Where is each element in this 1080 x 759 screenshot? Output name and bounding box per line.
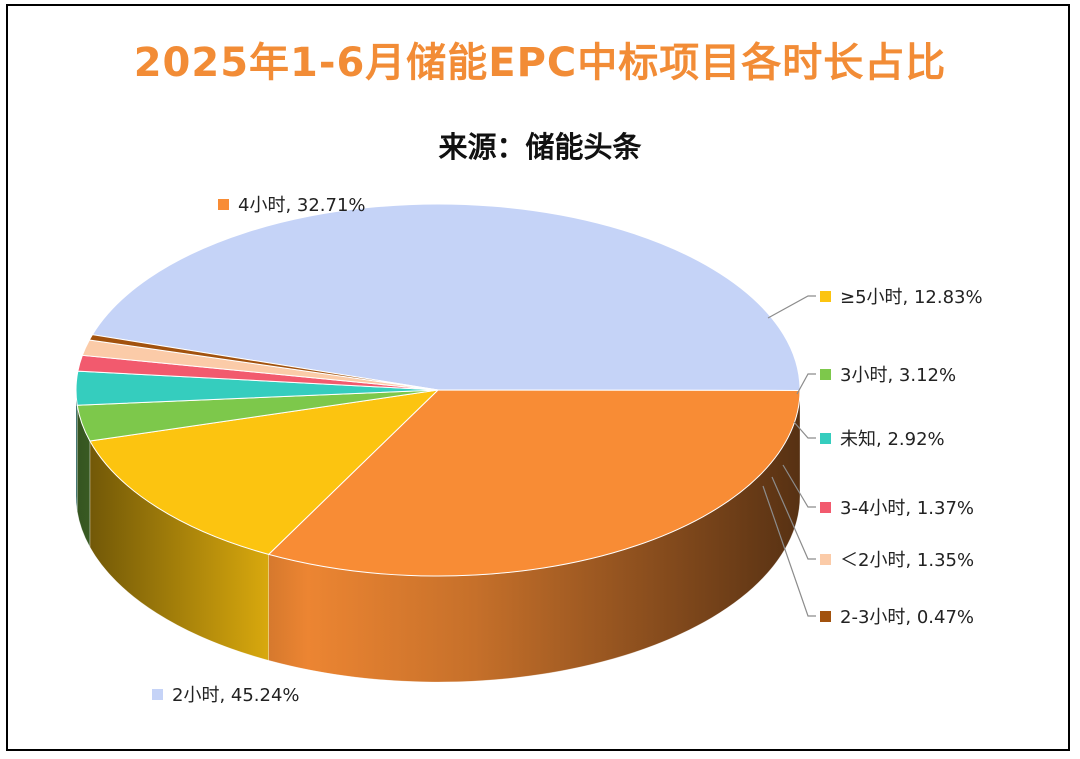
data-label-2: 2小时, 45.24% — [172, 685, 300, 706]
legend-key-2 — [820, 554, 831, 565]
leader-line-3 — [796, 373, 816, 395]
legend-key-3 — [820, 369, 831, 380]
leader-line-2-3 — [762, 485, 816, 617]
legend-key-5 — [820, 291, 831, 302]
pie-slice-2-3 — [88, 334, 439, 391]
data-label-3-4: 3-4小时, 1.37% — [840, 498, 974, 519]
legend-key-2 — [152, 689, 163, 700]
chart-title: 2025年1-6月储能EPC中标项目各时长占比 — [133, 40, 947, 86]
leader-line-3-4 — [782, 464, 816, 508]
data-label-3: 3小时, 3.12% — [840, 365, 956, 386]
pie-slice-4 — [267, 389, 801, 577]
chart-subtitle: 来源：储能头条 — [438, 130, 642, 164]
pie-side-x — [75, 389, 78, 512]
legend-key-3-4 — [820, 502, 831, 513]
data-label-2-3: 2-3小时, 0.47% — [840, 607, 974, 628]
legend-key-4 — [218, 199, 229, 210]
legend-key-2-3 — [820, 611, 831, 622]
pie-slice-2 — [91, 203, 801, 391]
pie-slice-5 — [89, 389, 440, 555]
legend-key-x — [820, 433, 831, 444]
leader-line-2 — [771, 476, 816, 560]
data-label-x: 未知, 2.92% — [840, 429, 945, 450]
data-label-4: 4小时, 32.71% — [238, 195, 366, 216]
data-label-2: ＜2小时, 1.35% — [840, 550, 974, 571]
leader-line-5 — [767, 295, 816, 319]
leader-line-x — [793, 421, 816, 439]
data-label-5: ≥5小时, 12.83% — [840, 287, 983, 308]
